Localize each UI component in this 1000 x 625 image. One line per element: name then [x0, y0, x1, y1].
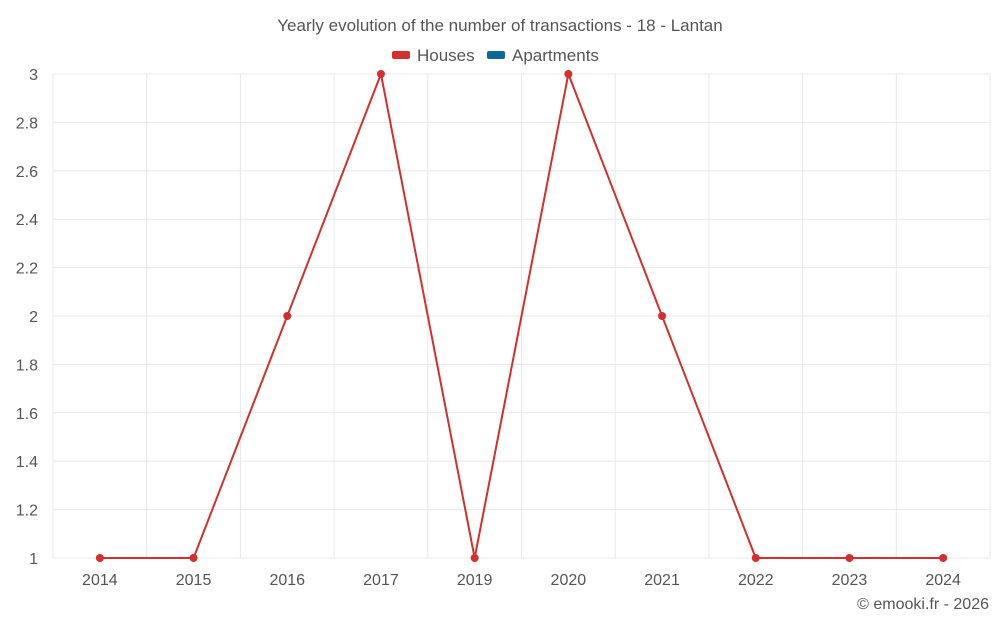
y-tick-label: 2.8 — [16, 115, 38, 132]
legend-swatch-houses — [392, 51, 410, 59]
y-tick-label: 2 — [29, 309, 38, 326]
data-point[interactable] — [376, 70, 385, 78]
legend-label-apartments: Apartments — [512, 46, 599, 65]
y-tick-label: 1.2 — [16, 503, 38, 520]
data-point[interactable] — [95, 554, 104, 562]
y-tick-label: 1.6 — [16, 406, 38, 423]
y-tick-label: 2.2 — [16, 261, 38, 278]
x-tick-label: 2019 — [457, 572, 493, 589]
legend: Houses Apartments — [392, 46, 599, 65]
legend-label-houses: Houses — [417, 46, 475, 65]
data-point[interactable] — [751, 554, 760, 562]
x-tick-label: 2021 — [644, 572, 680, 589]
y-tick-label: 1.4 — [16, 454, 38, 471]
data-point[interactable] — [658, 312, 667, 320]
y-tick-label: 1.8 — [16, 357, 38, 374]
legend-swatch-apartments — [487, 51, 505, 59]
x-tick-label: 2020 — [551, 572, 587, 589]
data-point[interactable] — [189, 554, 198, 562]
x-tick-label: 2014 — [82, 572, 118, 589]
data-point[interactable] — [283, 312, 292, 320]
x-tick-label: 2024 — [925, 572, 961, 589]
x-tick-label: 2016 — [269, 572, 305, 589]
data-point[interactable] — [564, 70, 573, 78]
y-tick-label: 3 — [29, 67, 38, 84]
series-line-houses — [99, 70, 944, 559]
data-point[interactable] — [470, 554, 479, 562]
x-axis-ticks: 2014 2015 2016 2017 2019 2020 2021 2022 2023 2024 — [82, 572, 961, 589]
data-point[interactable] — [845, 554, 854, 562]
y-tick-label: 2.4 — [16, 212, 38, 229]
y-tick-label: 1 — [29, 551, 38, 568]
y-tick-label: 2.6 — [16, 164, 38, 181]
chart-title: Yearly evolution of the number of transa… — [277, 16, 722, 35]
series-houses — [95, 70, 948, 562]
legend-item-apartments[interactable]: Apartments — [487, 46, 599, 65]
x-tick-label: 2023 — [832, 572, 868, 589]
x-tick-label: 2015 — [176, 572, 212, 589]
data-point[interactable] — [939, 554, 948, 562]
x-tick-label: 2022 — [738, 572, 774, 589]
x-tick-label: 2017 — [363, 572, 399, 589]
legend-item-houses[interactable]: Houses — [392, 46, 475, 65]
credit-text: © emooki.fr - 2026 — [857, 596, 989, 613]
y-axis-ticks: 1 1.2 1.4 1.6 1.8 2 2.2 2.4 2.6 2.8 3 — [16, 67, 38, 568]
